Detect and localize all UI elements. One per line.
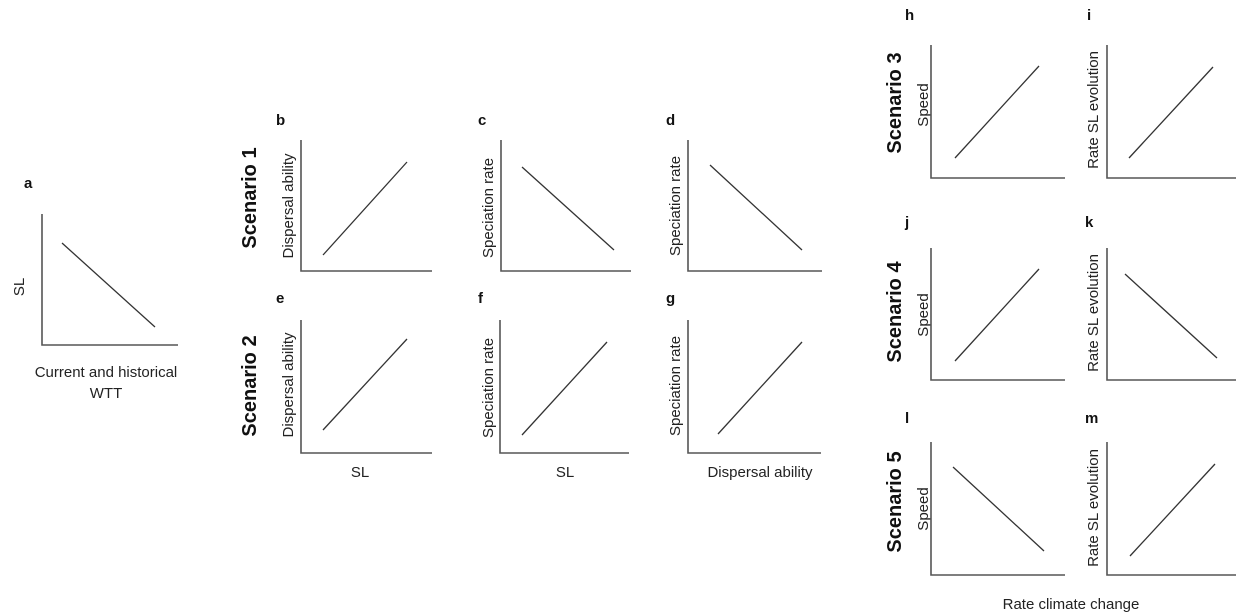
axes-f xyxy=(499,320,629,454)
axes-d xyxy=(687,140,822,272)
panel-label-a: a xyxy=(24,175,33,192)
trend-line-b xyxy=(322,161,408,256)
scenario-4-label: Scenario 4 xyxy=(884,261,906,363)
y-axis-label-b: Dispersal ability xyxy=(280,153,297,259)
y-axis-label-h: Speed xyxy=(915,83,932,126)
axes-k xyxy=(1106,248,1236,381)
panel-b: b Dispersal ability xyxy=(276,112,432,272)
axes-a xyxy=(41,214,178,346)
y-axis-label-j: Speed xyxy=(915,293,932,336)
axes-g xyxy=(687,320,821,454)
trend-line-f xyxy=(521,341,608,436)
panel-h: h Speed xyxy=(905,7,1065,179)
axes-h xyxy=(930,45,1065,179)
panel-label-l: l xyxy=(905,410,909,427)
trend-line-a xyxy=(61,242,156,328)
axes-i xyxy=(1106,45,1236,179)
y-axis-label-l: Speed xyxy=(915,487,932,530)
x-axis-label-dispersal: Dispersal ability xyxy=(707,464,813,481)
axes-b xyxy=(300,140,432,272)
y-axis-label-e: Dispersal ability xyxy=(280,332,297,438)
panel-label-e: e xyxy=(276,290,284,307)
trend-line-k xyxy=(1124,273,1218,359)
trend-line-m xyxy=(1129,463,1216,557)
x-axis-label-sl-left: SL xyxy=(351,464,369,481)
trend-line-e xyxy=(322,338,408,431)
axes-l xyxy=(930,442,1065,576)
panel-d: d Speciation rate xyxy=(666,112,822,272)
scenario-2-label: Scenario 2 xyxy=(239,335,261,436)
panel-k: k Rate SL evolution xyxy=(1085,214,1236,381)
y-axis-label-m: Rate SL evolution xyxy=(1085,449,1102,567)
panel-label-i: i xyxy=(1087,7,1091,24)
trend-line-c xyxy=(521,166,615,251)
panel-a: a SL xyxy=(11,175,178,346)
y-axis-label-c: Speciation rate xyxy=(480,158,497,258)
panel-label-g: g xyxy=(666,290,675,307)
y-axis-label-d: Speciation rate xyxy=(667,156,684,256)
trend-line-i xyxy=(1128,66,1214,159)
panel-label-c: c xyxy=(478,112,486,129)
x-axis-label-sl-right: SL xyxy=(556,464,574,481)
axes-c xyxy=(500,140,631,272)
y-axis-label-g: Speciation rate xyxy=(667,336,684,436)
panel-l: l Speed xyxy=(905,410,1065,576)
panel-i: i Rate SL evolution xyxy=(1085,7,1236,179)
y-axis-label-f: Speciation rate xyxy=(480,338,497,438)
trend-line-g xyxy=(717,341,803,435)
panel-label-j: j xyxy=(904,214,909,231)
y-axis-label-i: Rate SL evolution xyxy=(1085,51,1102,169)
scenario-3-label: Scenario 3 xyxy=(884,52,906,153)
panel-m: m Rate SL evolution xyxy=(1085,410,1236,576)
panel-e: e Dispersal ability xyxy=(276,290,432,454)
panel-j: j Speed xyxy=(904,214,1065,381)
panel-label-b: b xyxy=(276,112,285,129)
trend-line-d xyxy=(709,164,803,251)
panel-label-m: m xyxy=(1085,410,1098,427)
panel-label-d: d xyxy=(666,112,675,129)
x-axis-label-a-line1: Current and historical xyxy=(35,364,178,381)
trend-line-l xyxy=(952,466,1045,552)
trend-line-j xyxy=(954,268,1040,362)
scenario-1-label: Scenario 1 xyxy=(239,147,261,248)
panel-label-k: k xyxy=(1085,214,1094,231)
scenario-5-label: Scenario 5 xyxy=(884,451,906,552)
trend-line-h xyxy=(954,65,1040,159)
panel-g: g Speciation rate xyxy=(666,290,821,454)
panel-label-f: f xyxy=(478,290,484,307)
axes-e xyxy=(300,320,432,454)
panel-f: f Speciation rate xyxy=(478,290,629,454)
axes-m xyxy=(1106,442,1236,576)
panel-c: c Speciation rate xyxy=(478,112,631,272)
y-axis-label-a: SL xyxy=(11,278,28,296)
panel-label-h: h xyxy=(905,7,914,24)
y-axis-label-k: Rate SL evolution xyxy=(1085,254,1102,372)
axes-j xyxy=(930,248,1065,381)
x-axis-label-a-line2: WTT xyxy=(90,385,122,402)
x-axis-label-climate: Rate climate change xyxy=(1003,596,1140,613)
